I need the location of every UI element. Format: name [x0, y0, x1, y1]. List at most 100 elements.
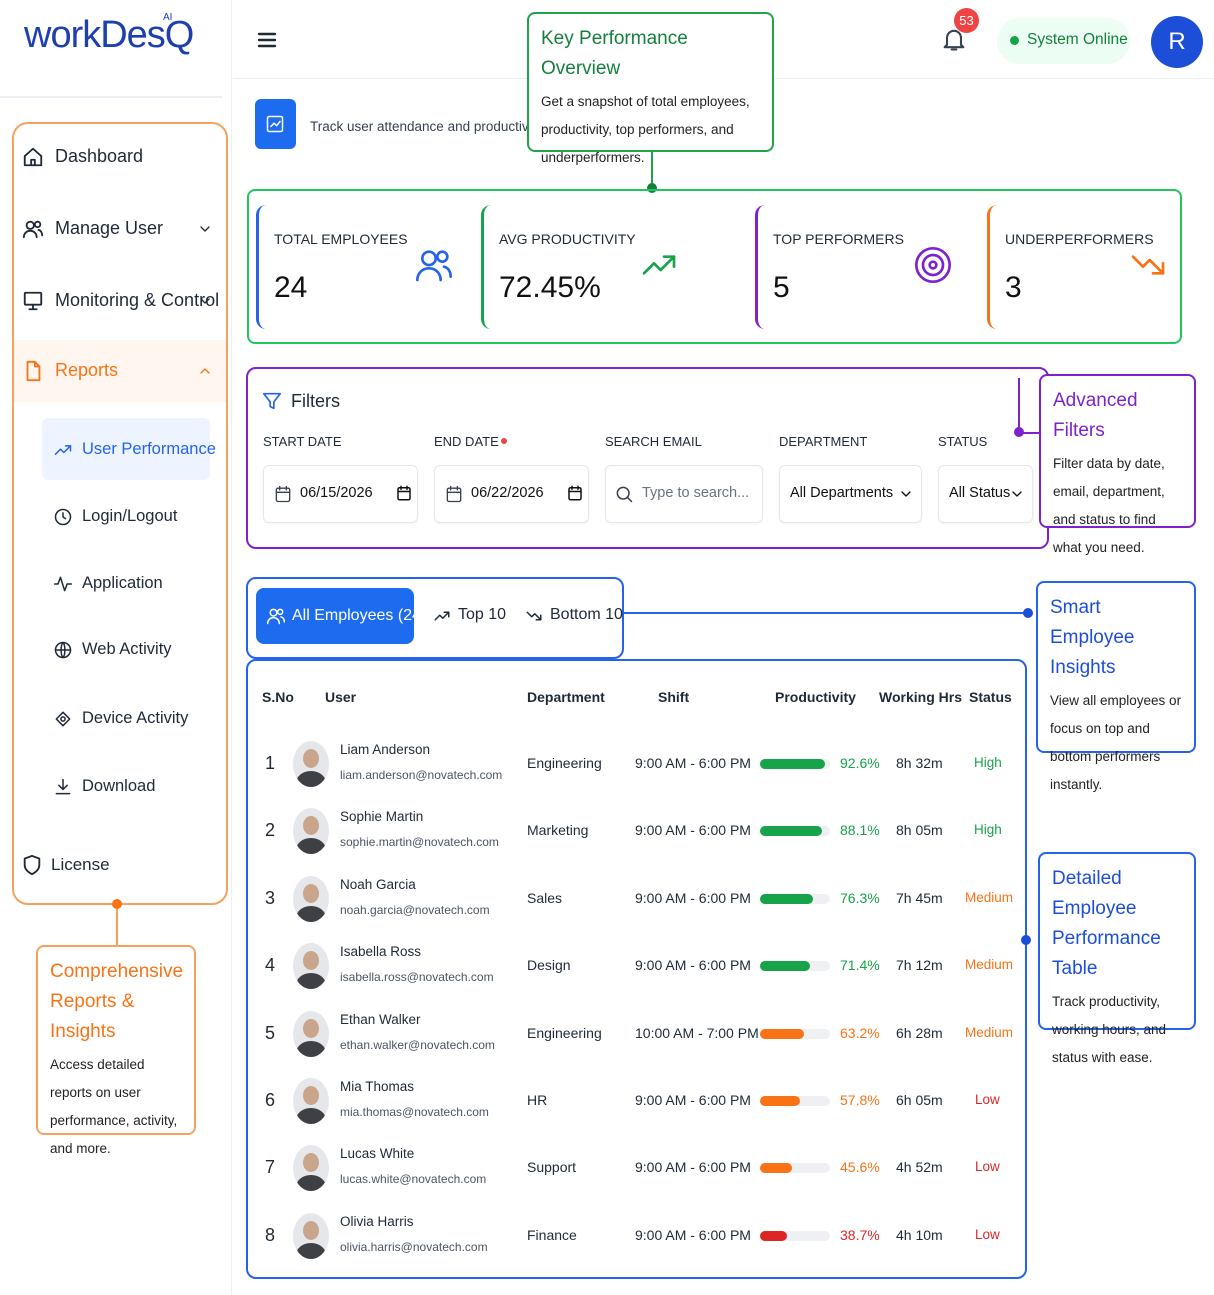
user-email: mia.thomas@novatech.com — [340, 1105, 489, 1119]
status: Low — [975, 1159, 1000, 1175]
callout: Key Performance Overview Get a snapshot o… — [527, 12, 774, 165]
callout-body: Track productivity, working hours, and s… — [1052, 994, 1167, 1065]
shift: 9:00 AM - 6:00 PM — [635, 957, 751, 974]
user-name: Ethan Walker — [340, 1011, 421, 1027]
connector-dot — [647, 183, 657, 193]
row-number: 8 — [265, 1224, 276, 1245]
column-header: Status — [969, 689, 1012, 705]
nav-chevron — [200, 368, 210, 374]
avatar — [293, 808, 329, 855]
productivity-label: 63.2% — [840, 1024, 880, 1041]
avatar-body — [296, 905, 326, 922]
kpi-label: TOP PERFORMERS — [773, 231, 904, 247]
productivity-label: 88.1% — [840, 822, 880, 839]
avatar — [293, 1212, 329, 1259]
tab-icon — [266, 608, 286, 625]
nav-item[interactable]: Monitoring & Control — [55, 290, 220, 310]
kpi-label: AVG PRODUCTIVITY — [499, 231, 636, 247]
avatar-body — [296, 771, 326, 787]
kpi-card: UNDERPERFORMERS 3 — [987, 205, 1167, 329]
row-number: 2 — [265, 820, 276, 841]
user-avatar[interactable]: R — [1151, 16, 1203, 68]
filter-label: SEARCH EMAIL — [605, 434, 702, 449]
kpi-card: TOP PERFORMERS 5 — [755, 205, 963, 329]
user-name: Liam Anderson — [340, 742, 431, 757]
productivity-bar — [760, 1230, 788, 1241]
search-icon — [616, 486, 633, 503]
required-dot — [501, 438, 507, 444]
filter-input[interactable]: All Status — [938, 465, 1033, 523]
department: HR — [527, 1092, 548, 1108]
user-email: liam.anderson@novatech.com — [340, 768, 503, 782]
license-icon — [23, 854, 41, 876]
working-hours: 7h 45m — [896, 889, 943, 906]
submenu-item[interactable]: Web Activity — [82, 640, 172, 658]
shift: 9:00 AM - 6:00 PM — [635, 1159, 751, 1176]
row-number: 5 — [265, 1022, 276, 1043]
submenu-item[interactable]: Application — [82, 574, 163, 592]
user-email: ethan.walker@novatech.com — [340, 1037, 495, 1052]
tab-label[interactable]: Top 10 — [458, 606, 507, 623]
nav-item[interactable]: License — [51, 855, 110, 874]
status: Medium — [965, 1024, 1014, 1040]
nav-item[interactable]: Manage User — [55, 218, 164, 238]
user-email: lucas.white@novatech.com — [340, 1172, 487, 1187]
brand-logo: workDesQ — [24, 14, 194, 56]
callout-title: Advanced Filters — [1053, 390, 1138, 441]
callout: Detailed Employee Performance Table Track… — [1038, 852, 1196, 1065]
submenu-item[interactable]: Login/Logout — [82, 507, 178, 525]
filter-input[interactable]: All Departments — [779, 465, 922, 523]
connector-dot — [1023, 608, 1033, 618]
connector-dot — [112, 899, 122, 909]
department: Sales — [527, 889, 563, 906]
productivity-bar — [760, 1028, 805, 1039]
submenu-item[interactable]: Device Activity — [82, 709, 189, 727]
filter-input[interactable]: 06/15/2026 — [263, 465, 418, 523]
avatar — [293, 1145, 329, 1192]
tabs-frame — [246, 577, 624, 659]
filter-value: 06/22/2026 — [471, 485, 544, 501]
column-header: User — [325, 689, 357, 705]
department: Engineering — [527, 1024, 602, 1041]
user-name: Lucas White — [340, 1146, 415, 1162]
status: Medium — [965, 889, 1014, 905]
tab-label[interactable]: Bottom 10 — [550, 606, 623, 623]
kpi-label: UNDERPERFORMERS — [1005, 231, 1154, 247]
nav-chevron — [200, 226, 210, 232]
calendar-icon — [446, 485, 462, 503]
column-header: Department — [527, 689, 605, 705]
connector-line — [1018, 432, 1039, 434]
page-icon — [255, 99, 296, 149]
status: Low — [975, 1226, 1000, 1242]
user-name: Noah Garcia — [340, 876, 416, 892]
tab-icon — [526, 611, 542, 621]
column-header: Working Hrs — [879, 689, 962, 705]
productivity-label: 57.8% — [840, 1092, 880, 1108]
nav-item[interactable]: Dashboard — [55, 146, 144, 166]
avatar-head — [303, 1086, 319, 1105]
row-number: 1 — [265, 753, 276, 773]
productivity-bar — [760, 826, 822, 837]
nav-icon — [22, 220, 44, 239]
tab-active[interactable]: All Employees (24) — [256, 588, 426, 644]
user-email: olivia.harris@novatech.com — [340, 1239, 488, 1254]
submenu-icon — [53, 576, 73, 592]
connector-line — [651, 152, 653, 188]
filter-input[interactable]: Type to search... — [605, 465, 763, 523]
submenu-item[interactable]: Download — [82, 777, 156, 795]
notification-badge: 53 — [954, 8, 979, 33]
filter-input[interactable]: 06/22/2026 — [434, 465, 589, 523]
kpi-icon — [915, 247, 951, 283]
column-header: Shift — [658, 689, 690, 705]
working-hours: 4h 52m — [896, 1159, 943, 1176]
submenu-item[interactable]: User Performance — [82, 440, 216, 458]
shift: 9:00 AM - 6:00 PM — [635, 822, 751, 839]
kpi-icon — [416, 250, 452, 282]
avatar-body — [296, 1175, 326, 1192]
table-frame — [246, 659, 1027, 1279]
productivity-label: 71.4% — [840, 957, 880, 974]
user-name: Sophie Martin — [340, 809, 424, 825]
nav-item[interactable]: Reports — [55, 360, 119, 380]
select-chevron — [1012, 491, 1022, 497]
